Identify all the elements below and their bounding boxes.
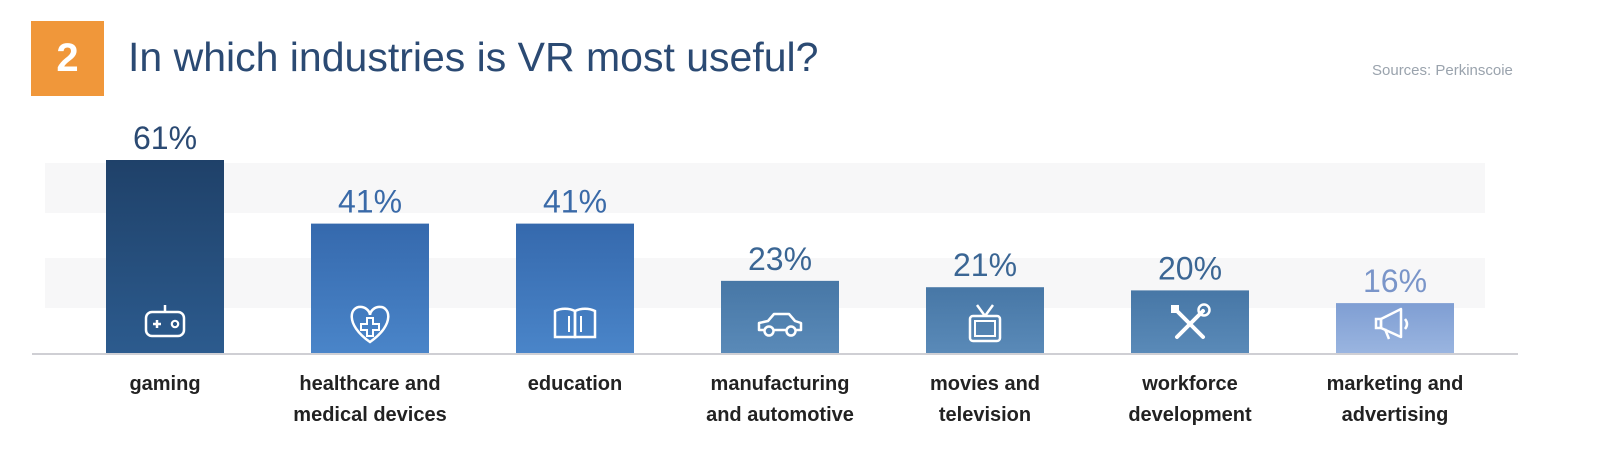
category-label-line: marketing and <box>1326 373 1464 395</box>
category-label-line: gaming <box>129 373 201 395</box>
category-label: healthcare and medical devices <box>270 369 470 431</box>
category-label: workforce development <box>1090 369 1290 431</box>
category-label-line: and automotive <box>706 404 854 426</box>
category-label-line: movies and <box>929 373 1041 395</box>
category-label: education <box>475 369 675 400</box>
megaphone-icon <box>1374 307 1409 340</box>
data-label: 16% <box>1363 263 1427 299</box>
data-label: 23% <box>748 241 812 277</box>
data-label: 20% <box>1158 250 1222 286</box>
category-label-line: healthcare and <box>299 373 441 395</box>
category-label: gaming <box>65 369 265 400</box>
category-label-line: television <box>938 404 1032 426</box>
car-icon <box>757 312 803 337</box>
section-number-badge: 2 <box>31 21 104 96</box>
bar <box>106 160 224 354</box>
category-label-line: medical devices <box>293 404 447 426</box>
grid-band <box>45 163 1485 213</box>
data-label: 21% <box>953 247 1017 283</box>
category-label-line: manufacturing <box>710 373 850 395</box>
category-label-line: workforce <box>1142 373 1238 395</box>
source-note: Sources: Perkinscoie <box>1372 62 1513 79</box>
category-label-line: education <box>527 373 623 395</box>
heart-plus-icon <box>350 305 390 344</box>
category-label: marketing and advertising <box>1295 369 1495 431</box>
data-label: 41% <box>338 184 402 220</box>
category-label: manufacturing and automotive <box>680 369 880 431</box>
data-label: 41% <box>543 184 607 220</box>
category-label: movies and television <box>885 369 1085 431</box>
category-label-line: development <box>1128 404 1252 426</box>
data-label: 61% <box>133 120 197 156</box>
bar <box>311 223 429 354</box>
book-icon <box>553 307 597 339</box>
category-label-line: advertising <box>1341 404 1449 426</box>
bar <box>721 280 839 354</box>
tools-icon <box>1171 303 1211 339</box>
page-title: In which industries is VR most useful? <box>128 34 819 80</box>
tv-icon <box>968 304 1002 343</box>
gamepad-icon <box>144 305 186 338</box>
